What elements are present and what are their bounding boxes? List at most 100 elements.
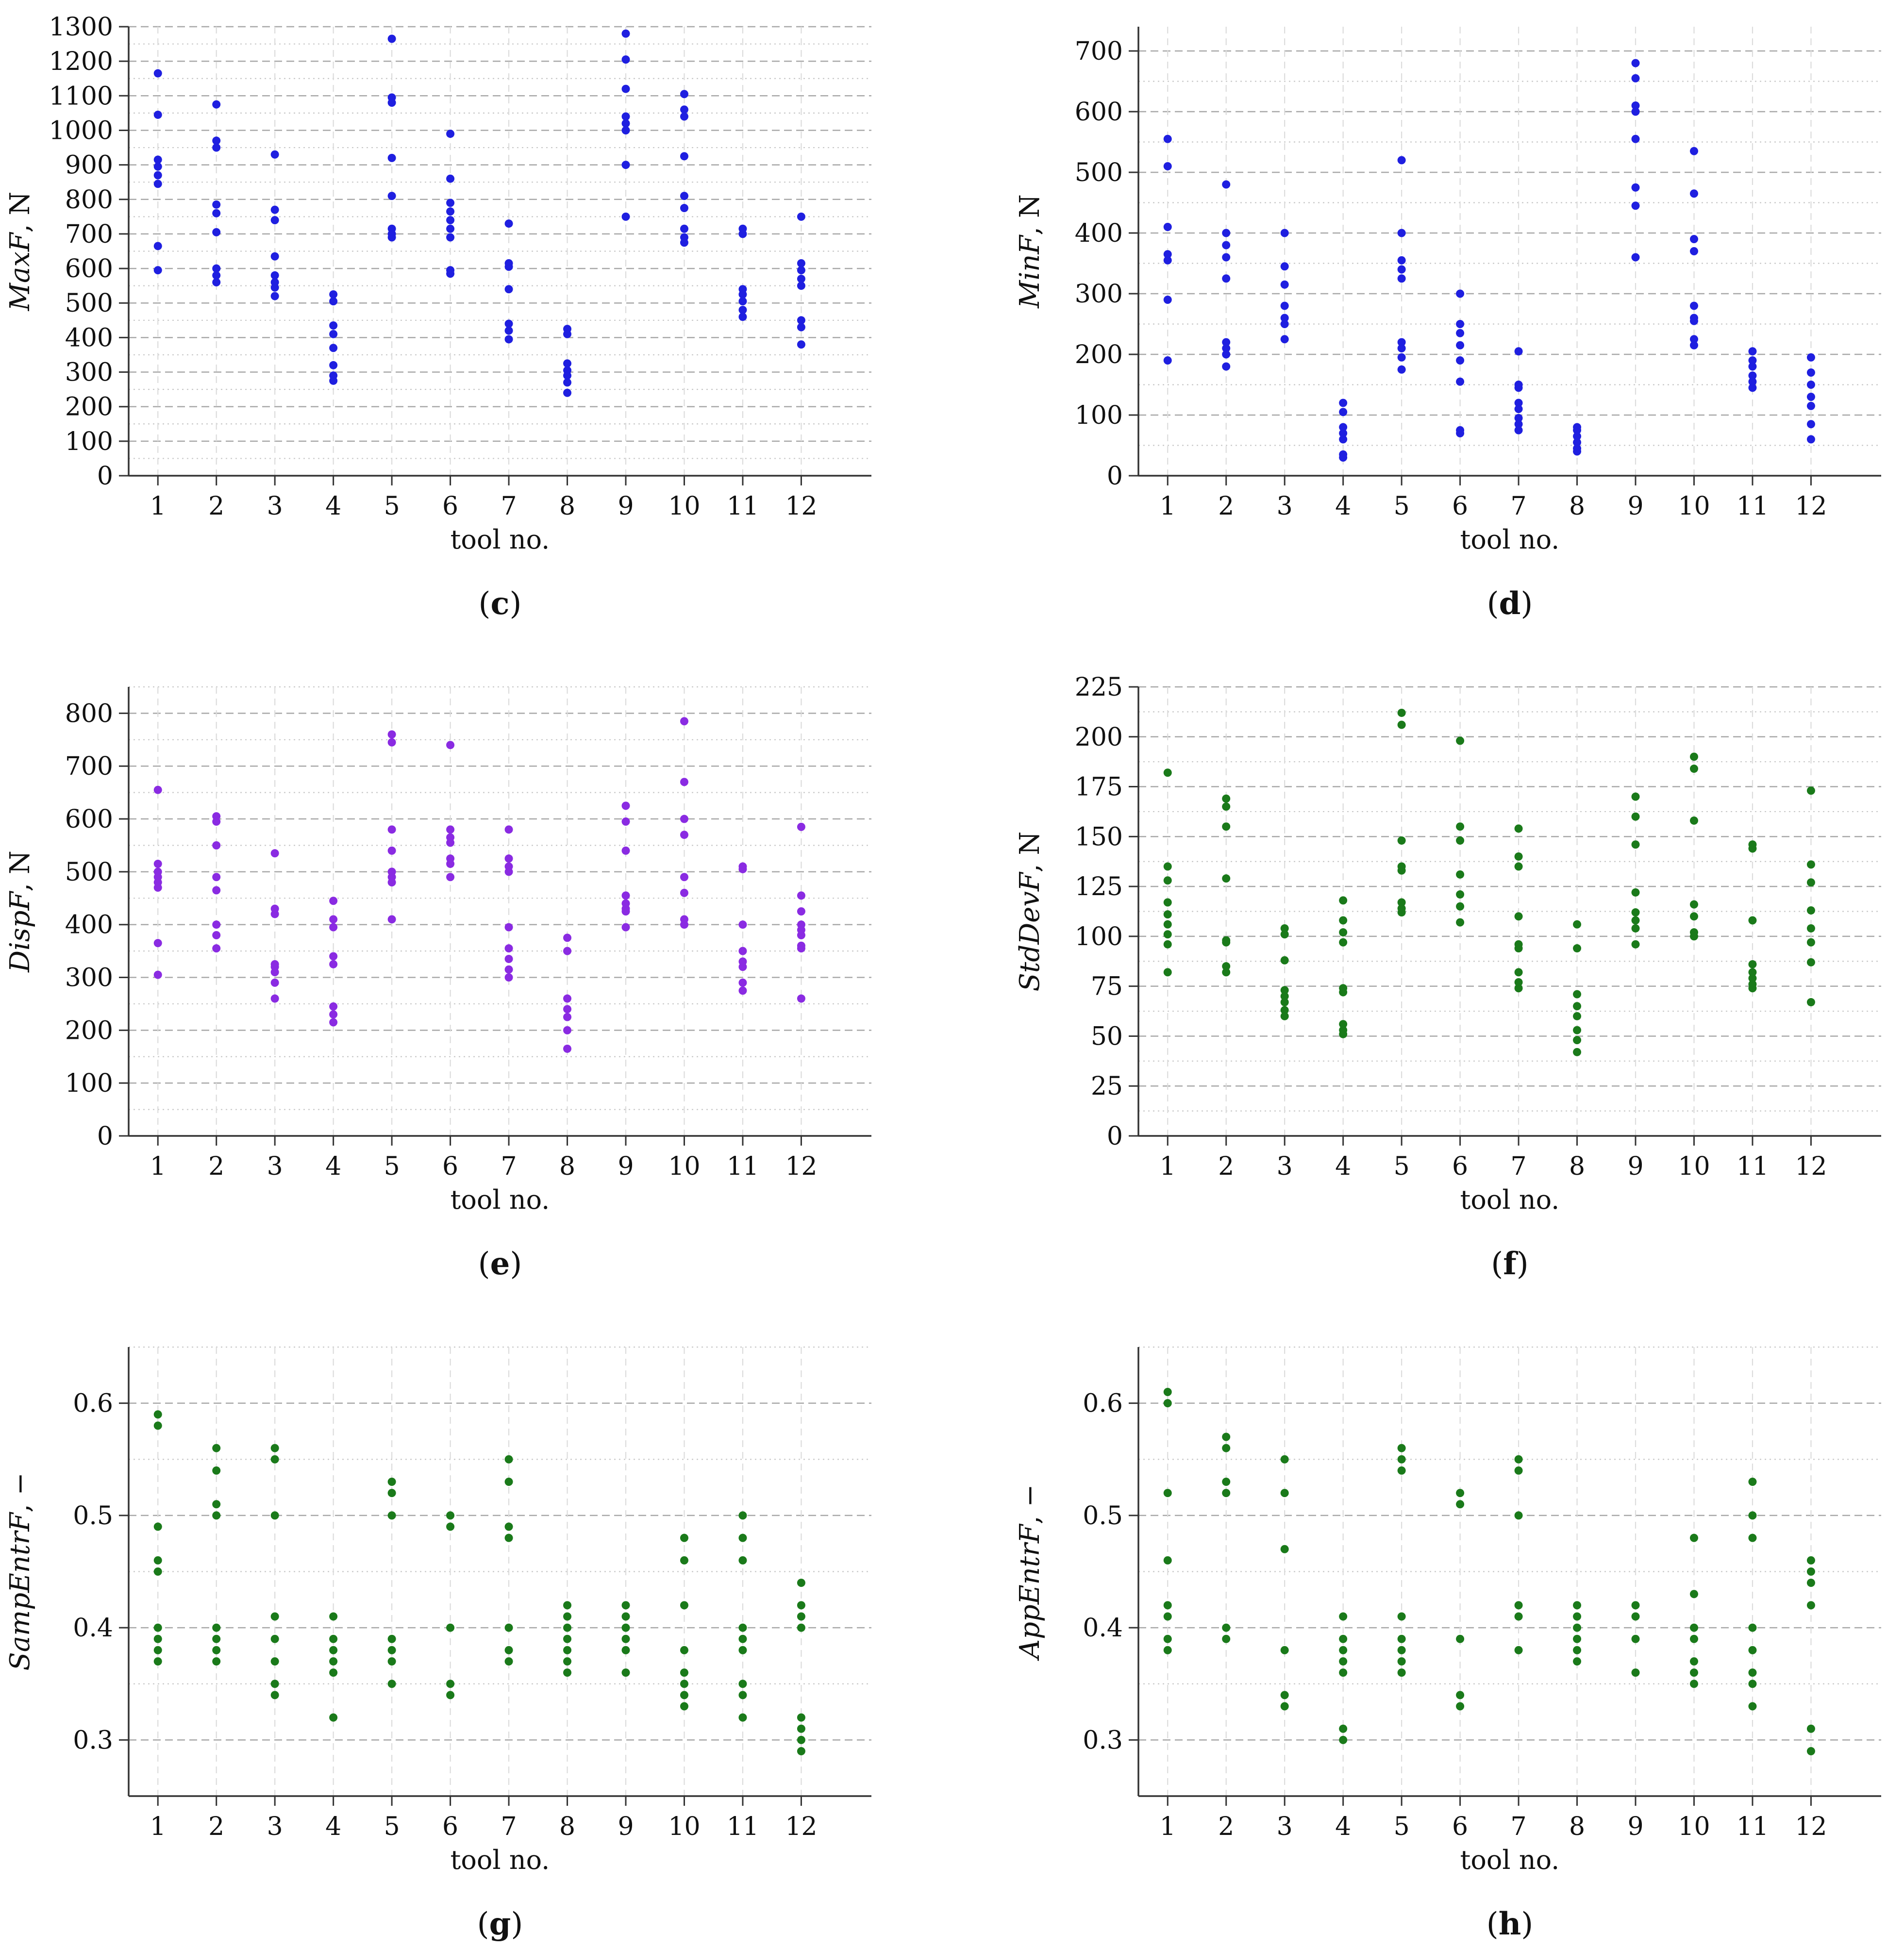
y-tick-label: 400 xyxy=(65,323,113,352)
y-tick-label: 700 xyxy=(65,752,113,781)
data-point xyxy=(1456,289,1465,298)
data-point xyxy=(738,986,747,995)
data-point xyxy=(680,920,688,929)
data-point xyxy=(563,1634,572,1643)
data-point xyxy=(1222,1623,1231,1632)
data-point xyxy=(680,204,688,213)
data-point xyxy=(1631,888,1640,897)
data-point xyxy=(1397,1668,1406,1677)
data-point xyxy=(212,1623,221,1632)
caption-open-paren: ( xyxy=(1486,1906,1499,1942)
data-point xyxy=(329,1657,338,1666)
x-tick-label: 2 xyxy=(1218,492,1234,521)
data-point xyxy=(1163,930,1172,939)
y-axis-title-unit: , N xyxy=(1014,832,1046,873)
data-point xyxy=(1222,1634,1231,1643)
data-point xyxy=(329,1612,338,1621)
data-point xyxy=(738,1713,747,1722)
data-point xyxy=(1748,844,1757,853)
data-point xyxy=(387,730,396,739)
data-point xyxy=(1456,1702,1465,1711)
caption-letter: g xyxy=(489,1906,511,1942)
data-point xyxy=(797,1724,805,1733)
x-tick-label: 2 xyxy=(208,1152,224,1181)
data-point xyxy=(446,1691,455,1699)
data-point xyxy=(797,1612,805,1621)
data-point xyxy=(446,216,455,224)
data-point xyxy=(563,1646,572,1654)
data-point xyxy=(1222,344,1231,352)
data-point xyxy=(680,1680,688,1688)
data-point xyxy=(504,825,513,834)
data-point xyxy=(212,1444,221,1452)
x-tick-label: 10 xyxy=(668,1812,700,1841)
data-point xyxy=(738,1646,747,1654)
y-axis-title: DispF, N xyxy=(4,850,36,973)
data-point xyxy=(797,1735,805,1744)
x-axis-title: tool no. xyxy=(451,1845,550,1875)
x-tick-label: 12 xyxy=(1795,1152,1827,1181)
data-point xyxy=(387,825,396,834)
y-tick-label: 1100 xyxy=(49,82,113,111)
data-point xyxy=(1689,752,1698,761)
caption-open-paren: ( xyxy=(479,586,491,622)
data-point xyxy=(797,1601,805,1610)
data-point xyxy=(387,233,396,242)
x-tick-label: 1 xyxy=(150,1152,166,1181)
data-point xyxy=(329,321,338,330)
data-point xyxy=(1222,274,1231,283)
data-point xyxy=(1397,1646,1406,1654)
data-point xyxy=(797,907,805,916)
data-point xyxy=(1689,816,1698,825)
data-point xyxy=(1280,930,1289,939)
y-tick-label: 100 xyxy=(1075,401,1123,430)
data-point xyxy=(1163,1601,1172,1610)
data-point xyxy=(1397,1657,1406,1666)
data-point xyxy=(212,1466,221,1475)
x-tick-label: 10 xyxy=(668,1152,700,1181)
data-point xyxy=(563,330,572,338)
data-point xyxy=(1339,429,1348,437)
y-tick-label: 125 xyxy=(1075,872,1123,901)
data-point xyxy=(329,330,338,338)
data-point xyxy=(1806,368,1815,377)
y-tick-label: 500 xyxy=(65,858,113,887)
data-point xyxy=(621,923,630,932)
data-point xyxy=(1631,1634,1640,1643)
data-point xyxy=(153,110,162,119)
data-point xyxy=(1397,708,1406,717)
data-point xyxy=(153,1657,162,1666)
data-point xyxy=(1514,426,1523,434)
data-point xyxy=(153,785,162,794)
y-axis-title-main: DispF xyxy=(4,891,36,973)
y-tick-label: 600 xyxy=(1075,98,1123,127)
x-tick-label: 6 xyxy=(442,492,458,521)
data-point xyxy=(1748,1533,1757,1542)
data-point xyxy=(504,319,513,328)
data-point xyxy=(329,344,338,352)
data-point xyxy=(270,216,279,224)
data-point xyxy=(212,209,221,217)
y-tick-label: 300 xyxy=(65,964,113,993)
data-point xyxy=(621,1623,630,1632)
x-tick-label: 1 xyxy=(150,492,166,521)
data-point xyxy=(1631,940,1640,949)
x-tick-label: 8 xyxy=(559,492,575,521)
data-point xyxy=(446,207,455,216)
data-point xyxy=(153,155,162,164)
data-point xyxy=(621,846,630,855)
y-axis-title: AppEntrF, − xyxy=(1014,1484,1046,1662)
data-point xyxy=(1222,180,1231,189)
y-tick-label: 1200 xyxy=(49,47,113,76)
data-point xyxy=(1689,247,1698,255)
x-tick-label: 3 xyxy=(1277,1152,1293,1181)
y-tick-label: 200 xyxy=(65,1016,113,1045)
data-point xyxy=(446,174,455,183)
data-point xyxy=(680,1533,688,1542)
data-point xyxy=(1397,365,1406,374)
data-point xyxy=(270,1455,279,1464)
data-point xyxy=(1222,1444,1231,1452)
data-point xyxy=(1631,74,1640,83)
data-point xyxy=(1222,822,1231,831)
data-point xyxy=(1280,314,1289,322)
